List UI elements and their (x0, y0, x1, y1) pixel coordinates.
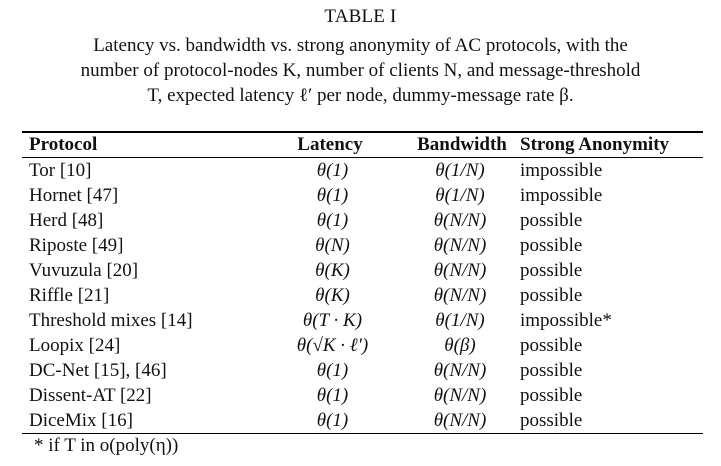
table-row: Vuvuzula [20] θ(K) θ(N/N) possible (22, 258, 703, 283)
cell-anonymity: possible (520, 235, 583, 256)
top-rule (22, 131, 703, 133)
cell-protocol: Herd [48] (29, 210, 104, 231)
cell-bandwidth: θ(β) (444, 335, 476, 356)
cell-protocol: Riffle [21] (29, 285, 110, 306)
cell-protocol: DC-Net [15], [46] (29, 360, 167, 381)
cell-protocol: DiceMix [16] (29, 410, 133, 431)
cell-bandwidth: θ(1/N) (435, 185, 485, 206)
header-latency: Latency (297, 134, 363, 155)
table-row: Dissent-AT [22] θ(1) θ(N/N) possible (22, 383, 703, 408)
cell-anonymity: possible (520, 285, 583, 306)
table-footnote: * if T in o(poly(η)) (34, 435, 179, 456)
cell-anonymity: possible (520, 360, 583, 381)
cell-latency: θ(1) (316, 360, 349, 381)
cell-latency: θ(√K · ℓ′) (296, 335, 369, 356)
table-row: Herd [48] θ(1) θ(N/N) possible (22, 208, 703, 233)
cell-bandwidth: θ(N/N) (433, 210, 487, 231)
cell-latency: θ(1) (316, 385, 349, 406)
table-row: DC-Net [15], [46] θ(1) θ(N/N) possible (22, 358, 703, 383)
cell-bandwidth: θ(N/N) (433, 360, 487, 381)
cell-bandwidth: θ(N/N) (433, 285, 487, 306)
cell-anonymity: impossible (520, 185, 603, 206)
cell-latency: θ(K) (315, 285, 350, 306)
table-row: Threshold mixes [14] θ(T · K) θ(1/N) imp… (22, 308, 703, 333)
header-protocol: Protocol (29, 134, 98, 155)
cell-latency: θ(N) (315, 235, 350, 256)
header-row: Protocol Latency Bandwidth Strong Anonym… (22, 132, 703, 157)
bottom-rule (22, 433, 703, 434)
caption-line-2: number of protocol-nodes K, number of cl… (80, 60, 641, 81)
cell-bandwidth: θ(N/N) (433, 410, 487, 431)
caption-line-1: Latency vs. bandwidth vs. strong anonymi… (93, 35, 628, 56)
cell-protocol: Vuvuzula [20] (29, 260, 139, 281)
cell-protocol: Riposte [49] (29, 235, 124, 256)
cell-protocol: Hornet [47] (29, 185, 119, 206)
cell-anonymity: possible (520, 385, 583, 406)
cell-protocol: Loopix [24] (29, 335, 121, 356)
cell-latency: θ(K) (315, 260, 350, 281)
cell-anonymity: impossible* (520, 310, 612, 331)
cell-latency: θ(1) (316, 185, 349, 206)
cell-anonymity: possible (520, 210, 583, 231)
table-row: DiceMix [16] θ(1) θ(N/N) possible (22, 408, 703, 433)
table-caption: Latency vs. bandwidth vs. strong anonymi… (0, 33, 721, 108)
header-bandwidth: Bandwidth (417, 134, 507, 155)
table-row: Loopix [24] θ(√K · ℓ′) θ(β) possible (22, 333, 703, 358)
table-label: TABLE I (324, 6, 397, 27)
cell-latency: θ(1) (316, 160, 349, 181)
table-row: Tor [10] θ(1) θ(1/N) impossible (22, 158, 703, 183)
cell-bandwidth: θ(1/N) (435, 310, 485, 331)
cell-protocol: Dissent-AT [22] (29, 385, 152, 406)
cell-latency: θ(T · K) (302, 310, 363, 331)
cell-bandwidth: θ(N/N) (433, 235, 487, 256)
table-row: Riffle [21] θ(K) θ(N/N) possible (22, 283, 703, 308)
header-anonymity: Strong Anonymity (520, 134, 670, 155)
cell-bandwidth: θ(N/N) (433, 385, 487, 406)
cell-anonymity: possible (520, 410, 583, 431)
cell-latency: θ(1) (316, 410, 349, 431)
cell-anonymity: impossible (520, 160, 603, 181)
caption-line-3: T, expected latency ℓ′ per node, dummy-m… (147, 85, 574, 106)
table-row: Riposte [49] θ(N) θ(N/N) possible (22, 233, 703, 258)
cell-anonymity: possible (520, 260, 583, 281)
cell-protocol: Threshold mixes [14] (29, 310, 193, 331)
cell-protocol: Tor [10] (29, 160, 92, 181)
cell-latency: θ(1) (316, 210, 349, 231)
cell-bandwidth: θ(1/N) (435, 160, 485, 181)
header-rule (22, 157, 703, 158)
table-row: Hornet [47] θ(1) θ(1/N) impossible (22, 183, 703, 208)
cell-anonymity: possible (520, 335, 583, 356)
cell-bandwidth: θ(N/N) (433, 260, 487, 281)
